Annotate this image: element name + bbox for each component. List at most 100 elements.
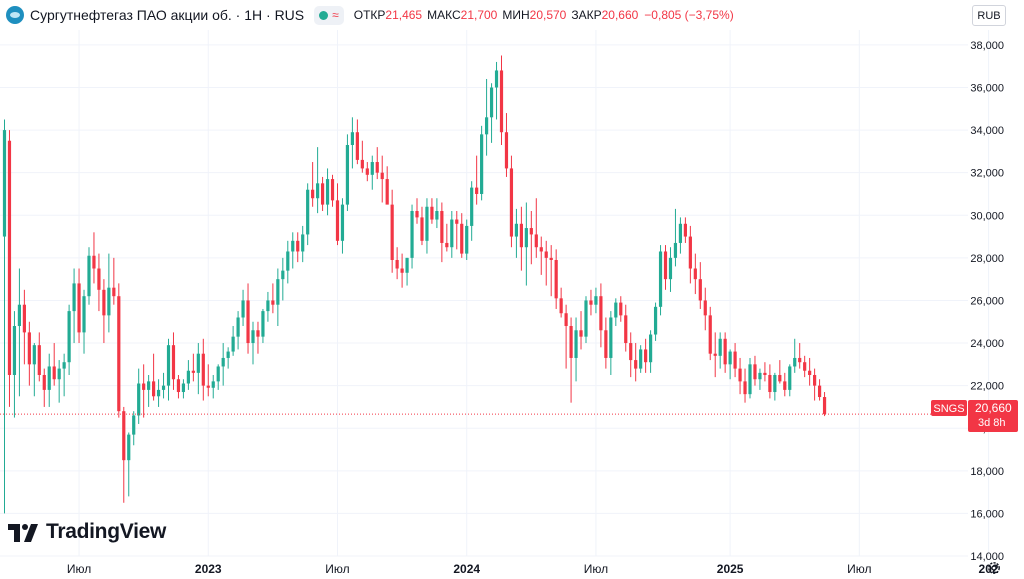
candle-body bbox=[564, 313, 568, 327]
candle-body bbox=[176, 379, 181, 393]
candle-body bbox=[460, 223, 464, 254]
candle-body bbox=[226, 351, 230, 358]
candle bbox=[718, 332, 722, 369]
candle-body bbox=[425, 206, 429, 241]
tradingview-wordmark: TradingView bbox=[46, 520, 167, 543]
candle-body bbox=[261, 311, 265, 337]
candle bbox=[345, 134, 350, 212]
candle bbox=[251, 321, 255, 365]
candle-body bbox=[196, 353, 200, 373]
candle bbox=[107, 253, 111, 333]
indicator-pill[interactable]: ≈ bbox=[314, 5, 344, 25]
candle bbox=[688, 225, 692, 284]
candle-body bbox=[619, 302, 623, 316]
candle bbox=[57, 360, 61, 403]
settings-gear-icon[interactable] bbox=[987, 561, 1001, 575]
candle-body bbox=[604, 330, 608, 358]
candle-body bbox=[246, 300, 250, 344]
candle bbox=[529, 211, 533, 265]
candle bbox=[325, 168, 330, 216]
candle-body bbox=[385, 179, 389, 205]
candle-body bbox=[221, 357, 225, 367]
candle bbox=[62, 353, 66, 397]
candle-body bbox=[594, 296, 598, 305]
candle bbox=[171, 332, 176, 390]
y-tick-label: 38,000 bbox=[970, 40, 1004, 52]
candle bbox=[798, 343, 802, 369]
candle-body bbox=[87, 255, 91, 297]
candle-body bbox=[142, 383, 146, 390]
candle bbox=[773, 372, 777, 401]
candle bbox=[375, 147, 379, 180]
y-tick-label: 32,000 bbox=[970, 168, 1004, 180]
candle bbox=[301, 225, 305, 263]
candle bbox=[639, 345, 643, 373]
candle-body bbox=[291, 240, 295, 252]
candle bbox=[72, 268, 76, 344]
candle bbox=[415, 198, 419, 224]
candle-body bbox=[415, 211, 419, 218]
candle-body bbox=[345, 144, 350, 205]
candle bbox=[186, 360, 190, 390]
candle-body bbox=[375, 162, 379, 173]
candle-body bbox=[653, 306, 658, 335]
candle-body bbox=[335, 200, 340, 241]
tradingview-logo[interactable]: TradingView bbox=[8, 520, 166, 544]
candle bbox=[276, 268, 280, 327]
candle-body bbox=[430, 206, 434, 220]
candle-body bbox=[231, 336, 235, 352]
candle-body bbox=[683, 223, 687, 237]
candle bbox=[395, 247, 399, 280]
candle-body bbox=[514, 223, 519, 237]
candle bbox=[256, 321, 260, 354]
candle bbox=[743, 368, 747, 403]
candle-body bbox=[783, 381, 787, 390]
candle bbox=[470, 181, 474, 241]
candle-body bbox=[639, 349, 643, 369]
candle bbox=[191, 353, 195, 382]
candle bbox=[480, 125, 484, 201]
candle-body bbox=[72, 283, 76, 312]
candle-body bbox=[529, 228, 533, 235]
y-tick-label: 24,000 bbox=[970, 338, 1004, 350]
price-change: −0,805 (−3,75%) bbox=[644, 8, 734, 22]
candle-body bbox=[778, 374, 782, 382]
candle-body bbox=[311, 189, 315, 199]
candle-body bbox=[186, 370, 190, 384]
candle bbox=[350, 117, 354, 169]
candle-body bbox=[370, 162, 374, 175]
candle bbox=[484, 78, 489, 156]
x-tick-label: Июл bbox=[67, 562, 91, 576]
candle-body bbox=[52, 366, 56, 380]
symbol-title[interactable]: Сургутнефтегаз ПАО акции об. · 1Н · RUS bbox=[30, 7, 305, 23]
candle bbox=[504, 113, 509, 177]
candle bbox=[316, 147, 320, 214]
candle-body bbox=[763, 372, 767, 375]
candle-body bbox=[37, 345, 41, 375]
candle bbox=[783, 372, 787, 397]
candle-body bbox=[306, 189, 310, 235]
candle bbox=[161, 372, 166, 399]
candle-body bbox=[773, 374, 777, 393]
candle bbox=[723, 332, 727, 373]
candle bbox=[609, 311, 613, 375]
candle-body bbox=[489, 87, 494, 118]
candle bbox=[475, 155, 479, 205]
candle-body bbox=[658, 251, 663, 307]
candle-body bbox=[137, 383, 141, 416]
currency-selector[interactable]: RUB bbox=[972, 5, 1006, 26]
candle bbox=[241, 289, 245, 327]
candle bbox=[132, 411, 136, 446]
candle bbox=[703, 287, 707, 331]
candle-body bbox=[554, 259, 558, 299]
candle bbox=[658, 245, 663, 316]
candle-body bbox=[67, 311, 71, 363]
candle bbox=[753, 355, 757, 386]
candle-body bbox=[599, 296, 603, 331]
y-tick-label: 26,000 bbox=[970, 295, 1004, 307]
candle bbox=[435, 198, 439, 229]
symbol-logo-icon bbox=[6, 6, 24, 24]
candle bbox=[2, 119, 7, 514]
candle-body bbox=[758, 372, 762, 380]
